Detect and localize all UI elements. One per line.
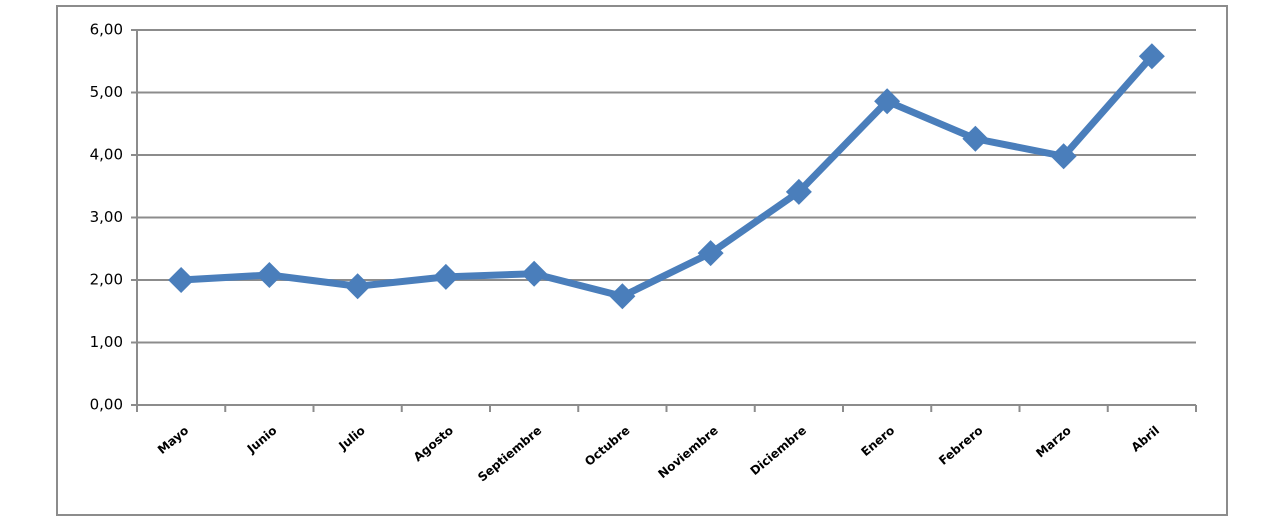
marker: [256, 262, 283, 288]
y-tick-label: 0,00: [90, 396, 123, 414]
marker: [521, 260, 548, 287]
y-tick-label: 6,00: [90, 21, 123, 39]
marker: [874, 88, 901, 115]
y-tick-label: 3,00: [90, 208, 123, 226]
y-tick-label: 4,00: [90, 146, 123, 164]
y-tick-label: 1,00: [90, 333, 123, 351]
marker: [697, 240, 724, 267]
chart-border: [56, 5, 1228, 516]
marker: [344, 273, 371, 300]
line: [180, 53, 1155, 300]
y-tick-label: 2,00: [90, 271, 123, 289]
marker: [168, 267, 195, 293]
marker: [1050, 143, 1077, 170]
marker: [432, 263, 459, 290]
marker: [785, 178, 812, 205]
marker: [609, 283, 636, 310]
y-tick-label: 5,00: [90, 83, 123, 101]
marker: [962, 125, 989, 152]
marker: [1138, 43, 1165, 70]
